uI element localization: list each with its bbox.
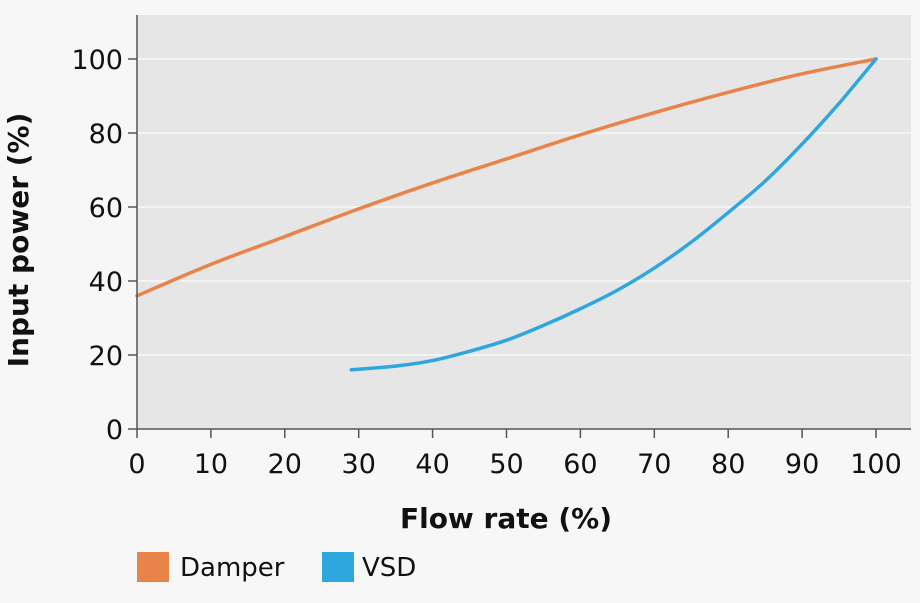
legend-label-damper: Damper (180, 553, 285, 583)
x-tick-label-30: 30 (342, 449, 376, 480)
x-tick-label-100: 100 (850, 449, 902, 480)
legend: Damper VSD (137, 552, 416, 583)
axes (128, 15, 911, 438)
x-tick-label-70: 70 (637, 449, 671, 480)
legend-swatch-damper (137, 552, 169, 582)
y-tick-label-20: 20 (89, 341, 123, 372)
legend-label-vsd: VSD (362, 553, 416, 583)
y-tick-label-80: 80 (89, 119, 123, 150)
series-lines (135, 57, 878, 372)
y-tick-labels: 0 20 40 60 80 100 (71, 45, 123, 446)
x-tick-label-0: 0 (128, 449, 145, 480)
x-tick-label-60: 60 (563, 449, 597, 480)
series-line-vsd (349, 57, 878, 372)
x-axis-title: Flow rate (%) (400, 502, 612, 535)
x-tick-label-20: 20 (268, 449, 302, 480)
y-axis-title: Input power (%) (2, 113, 35, 368)
x-tick-label-90: 90 (785, 449, 819, 480)
y-tick-label-40: 40 (89, 267, 123, 298)
x-tick-label-50: 50 (489, 449, 523, 480)
x-tick-label-10: 10 (194, 449, 228, 480)
legend-swatch-vsd (322, 552, 354, 582)
x-tick-labels: 0 10 20 30 40 50 60 70 80 90 100 (128, 449, 901, 480)
gridlines (137, 58, 911, 356)
y-tick-label-60: 60 (89, 193, 123, 224)
series-line-damper (135, 57, 878, 298)
plot-area (137, 15, 911, 429)
x-tick-label-80: 80 (711, 449, 745, 480)
y-tick-label-100: 100 (71, 45, 123, 76)
x-tick-label-40: 40 (415, 449, 449, 480)
y-tick-label-0: 0 (106, 415, 123, 446)
